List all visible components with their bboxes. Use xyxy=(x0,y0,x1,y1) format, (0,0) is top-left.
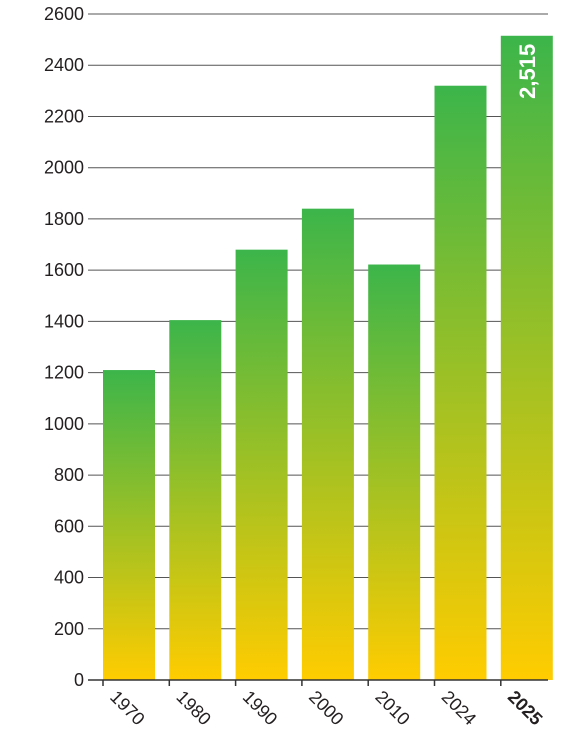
bars xyxy=(103,35,553,681)
bar-1970 xyxy=(103,370,155,680)
y-tick-label-600: 600 xyxy=(54,516,84,536)
axes xyxy=(88,679,548,686)
y-tick-label-1400: 1400 xyxy=(44,311,84,331)
y-tick-label-1200: 1200 xyxy=(44,363,84,383)
bar-1980 xyxy=(169,320,222,680)
y-tick-label-400: 400 xyxy=(54,568,84,588)
y-tick-label-2600: 2600 xyxy=(44,4,84,24)
y-tick-label-800: 800 xyxy=(54,465,84,485)
y-tick-label-1000: 1000 xyxy=(44,414,84,434)
bar-2010 xyxy=(368,264,421,680)
y-tick-label-200: 200 xyxy=(54,619,84,639)
x-tick-label-1980: 1980 xyxy=(172,687,214,729)
y-tick-label-2400: 2400 xyxy=(44,55,84,75)
data-label-2025: 2,515 xyxy=(515,44,540,99)
bar-2024 xyxy=(434,85,487,680)
x-tick-label-1970: 1970 xyxy=(106,687,148,729)
x-tick-label-1990: 1990 xyxy=(239,687,281,729)
y-tick-label-0: 0 xyxy=(74,670,84,690)
y-tick-label-2000: 2000 xyxy=(44,158,84,178)
x-tick-label-2010: 2010 xyxy=(371,687,413,729)
x-tick-label-2000: 2000 xyxy=(305,687,347,729)
y-tick-label-1600: 1600 xyxy=(44,260,84,280)
y-tick-label-1800: 1800 xyxy=(44,209,84,229)
bar-1990 xyxy=(235,249,288,680)
x-tick-label-2024: 2024 xyxy=(438,687,480,729)
y-tick-label-2200: 2200 xyxy=(44,106,84,126)
x-tick-label-2025: 2025 xyxy=(504,687,546,729)
bar-2025 xyxy=(500,35,553,681)
bar-2000 xyxy=(301,208,354,680)
